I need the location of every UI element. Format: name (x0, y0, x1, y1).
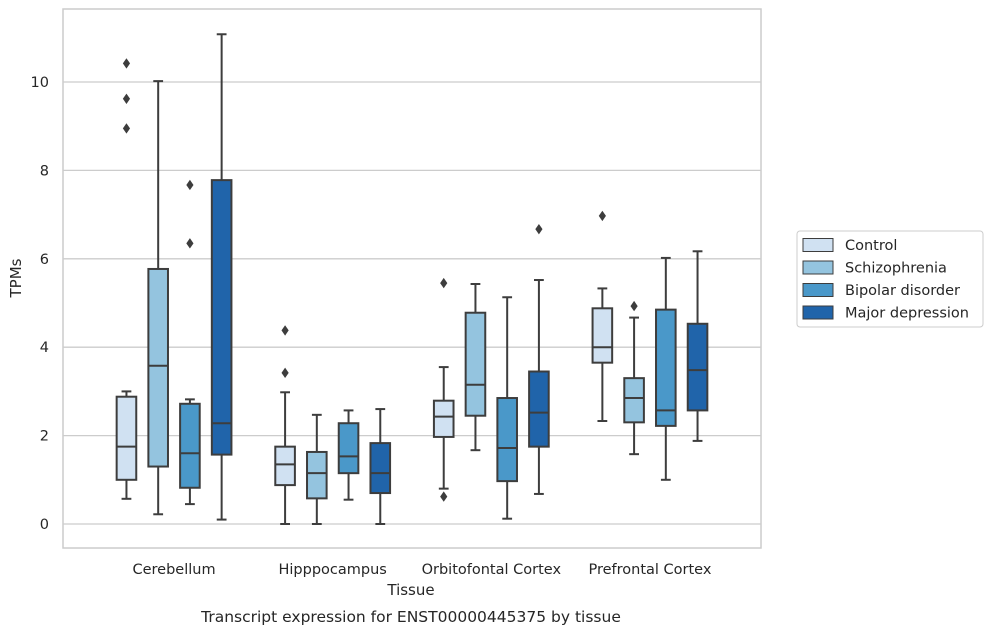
legend-swatch (802, 305, 834, 320)
legend-swatch (802, 260, 834, 275)
box-plots (115, 33, 709, 525)
box-schizophrenia-2 (464, 282, 487, 452)
box-bipolar-disorder-2 (496, 296, 518, 520)
outlier-point (440, 277, 448, 289)
box-control-1 (274, 325, 296, 525)
box-major-depression-2 (528, 223, 550, 495)
y-tick-label: 0 (40, 517, 49, 533)
box-body (655, 308, 677, 427)
box-schizophrenia-0 (147, 80, 169, 516)
box-major-depression-1 (369, 408, 392, 525)
y-tick-label: 8 (40, 163, 49, 179)
box-body (464, 311, 487, 417)
x-axis-label: Tissue (386, 581, 434, 599)
box-body (179, 402, 201, 489)
legend-label: Major depression (845, 306, 969, 322)
outlier-point (122, 93, 131, 104)
box-schizophrenia-1 (306, 413, 328, 525)
outlier-point (122, 58, 131, 69)
box-control-2 (432, 277, 455, 502)
x-tick-label: Orbitofontal Cortex (422, 562, 562, 578)
box-schizophrenia-3 (623, 300, 645, 456)
box-body (147, 267, 169, 468)
box-body (274, 445, 296, 487)
x-tick-label: Cerebellum (132, 562, 215, 578)
box-body (496, 397, 518, 483)
legend-swatch (802, 283, 834, 297)
box-body (369, 442, 392, 495)
legend: Control Schizophrenia Bipolar disorder Majo… (796, 230, 984, 328)
box-body (432, 399, 455, 438)
box-body (306, 450, 328, 500)
outlier-point (281, 325, 289, 336)
legend-label: Control (845, 238, 897, 254)
outlier-point (440, 491, 448, 502)
box-body (623, 377, 645, 424)
box-control-3 (591, 210, 614, 423)
legend-frame (796, 230, 984, 328)
legend-label: Schizophrenia (845, 261, 947, 277)
chart-title: Transcript expression for ENST0000044537… (200, 608, 621, 626)
legend-label: Bipolar disorder (845, 283, 960, 299)
x-axis-ticks: Cerebellum Hipppocampus Orbitofontal Corte… (132, 562, 711, 578)
outlier-point (122, 123, 131, 134)
legend-swatch (802, 238, 834, 252)
box-major-depression-0 (210, 33, 233, 521)
x-tick-label: Prefrontal Cortex (588, 562, 711, 578)
box-body (686, 322, 709, 412)
box-bipolar-disorder-0 (179, 179, 201, 506)
box-major-depression-3 (686, 250, 709, 442)
x-tick-label: Hipppocampus (279, 562, 387, 578)
outlier-point (186, 179, 194, 191)
y-tick-label: 6 (40, 252, 49, 268)
box-body (210, 179, 233, 456)
y-tick-label: 10 (31, 75, 49, 91)
outlier-point (535, 223, 543, 235)
y-axis-ticks: 0 2 4 6 8 10 (31, 75, 49, 533)
y-axis-label: TPMs (7, 258, 25, 298)
y-tick-label: 4 (40, 340, 49, 356)
outlier-point (598, 210, 606, 222)
outlier-point (630, 300, 638, 312)
outlier-point (281, 367, 289, 379)
plot-frame (62, 8, 762, 549)
box-body (591, 307, 614, 364)
box-bipolar-disorder-3 (655, 256, 677, 481)
box-body (528, 370, 550, 448)
box-body (337, 422, 360, 475)
box-control-0 (115, 58, 138, 500)
outlier-point (186, 238, 194, 249)
y-tick-label: 2 (40, 429, 49, 445)
box-body (115, 395, 138, 481)
box-bipolar-disorder-1 (337, 409, 360, 501)
